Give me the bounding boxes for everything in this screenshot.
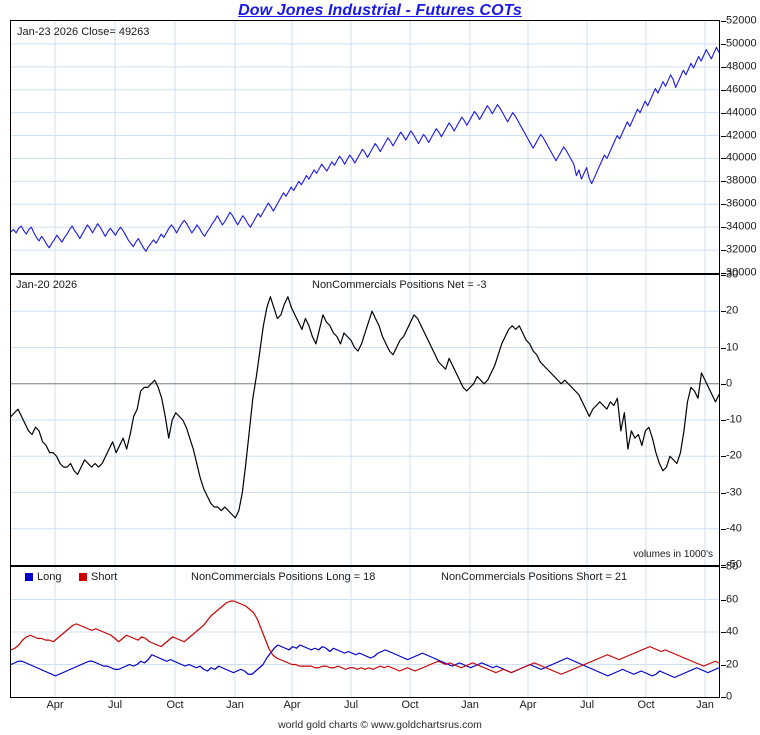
y-axis-tick-label: 40000 [726, 151, 757, 164]
x-axis-labels: Apr Jul Oct Jan Apr Jul Oct Jan Apr Jul Oct Jan [0, 700, 760, 718]
net-line-chart [11, 275, 719, 565]
price-plot-area [11, 21, 719, 273]
x-axis-tick-label: Jul [107, 699, 123, 711]
y-axis-tick-label: 42000 [726, 129, 757, 142]
y-axis-tick-mark [721, 632, 726, 633]
y-axis-tick-mark [721, 347, 726, 349]
x-axis-tick-label: Jan [696, 699, 714, 711]
y-axis-tick-label: -50 [726, 558, 742, 571]
y-axis-tick-mark [721, 250, 726, 252]
net-positions-panel: Jan-20 2026 NonCommercials Positions Net… [10, 274, 720, 566]
y-axis-tick-label: 30 [726, 268, 739, 281]
y-axis-tick-label: 52000 [726, 14, 757, 27]
price-subtitle: Jan-23 2026 Close= 49263 [17, 26, 150, 38]
x-axis-tick-label: Oct [401, 699, 419, 711]
y-axis-tick-label: 20 [726, 304, 739, 317]
y-axis-tick-label: 0 [726, 690, 733, 703]
x-axis-tick-label: Jul [579, 699, 595, 711]
y-axis-tick-label: 46000 [726, 83, 757, 96]
y-axis-tick-mark [721, 158, 726, 160]
y-axis-tick-mark [721, 273, 726, 274]
y-axis-tick-label: 30000 [726, 266, 757, 279]
y-axis-tick-mark [721, 599, 726, 601]
long-short-panel: Long Short NonCommercials Positions Long… [10, 566, 720, 698]
x-axis-tick-label: Jul [343, 699, 359, 711]
y-axis-tick-mark [721, 420, 726, 421]
long-color-swatch-icon [25, 573, 33, 581]
x-axis-tick-label: Jan [461, 699, 479, 711]
legend-label-short: Short [91, 571, 118, 583]
y-axis-tick-label: 80 [726, 560, 739, 573]
y-axis-tick-mark [721, 89, 726, 91]
y-axis-tick-label: 40 [726, 625, 739, 638]
y-axis-tick-label: -10 [726, 413, 742, 426]
y-axis-tick-mark [721, 275, 726, 276]
y-axis-tick-mark [721, 383, 726, 385]
y-axis-tick-label: 44000 [726, 106, 757, 119]
long-short-plot-area [11, 567, 719, 697]
y-axis-tick-label: 20 [726, 658, 739, 670]
y-axis-tick-label: 0 [726, 377, 733, 390]
y-axis-tick-label: 32000 [726, 243, 757, 256]
price-line-chart [11, 21, 719, 273]
x-axis-tick-label: Apr [519, 699, 537, 711]
y-axis-tick-mark [721, 492, 726, 494]
short-color-swatch-icon [79, 573, 87, 581]
short-positions-label: NonCommercials Positions Short = 21 [441, 571, 628, 583]
y-axis-tick-mark [721, 311, 726, 313]
y-axis-tick-mark [721, 664, 726, 666]
footer-credit: world gold charts © www.goldchartsrus.co… [278, 719, 482, 731]
net-positions-label: NonCommercials Positions Net = -3 [312, 279, 487, 291]
y-axis-tick-label: -30 [726, 486, 742, 498]
y-axis-tick-mark [721, 204, 726, 206]
page-title: Dow Jones Industrial - Futures COTs [238, 2, 522, 19]
long-positions-label: NonCommercials Positions Long = 18 [191, 571, 376, 583]
y-axis-tick-mark [721, 43, 726, 45]
y-axis-tick-label: -20 [726, 449, 742, 462]
price-panel: Jan-23 2026 Close= 49263 [10, 20, 720, 274]
y-axis-tick-mark [721, 567, 726, 568]
net-plot-area [11, 275, 719, 565]
y-axis-tick-label: 10 [726, 341, 739, 353]
y-axis-tick-mark [721, 565, 726, 566]
y-axis-tick-mark [721, 112, 726, 114]
y-axis-tick-label: 38000 [726, 174, 757, 187]
y-axis-tick-mark [721, 181, 726, 183]
y-axis-tick-label: 34000 [726, 220, 757, 233]
volume-units-note: volumes in 1000's [633, 549, 713, 560]
y-axis-tick-label: -40 [726, 522, 742, 535]
y-axis-tick-mark [721, 135, 726, 137]
y-axis-tick-mark [721, 66, 726, 68]
x-axis-tick-label: Jan [226, 699, 244, 711]
x-axis-tick-label: Apr [283, 699, 301, 711]
y-axis-tick-mark [721, 227, 726, 229]
legend-label-long: Long [37, 571, 62, 583]
y-axis-tick-label: 60 [726, 593, 739, 605]
y-axis-tick-label: 48000 [726, 60, 757, 73]
net-date-label: Jan-20 2026 [16, 279, 78, 291]
x-axis-tick-label: Oct [166, 699, 184, 711]
x-axis-tick-label: Oct [637, 699, 655, 711]
y-axis-tick-label: 36000 [726, 197, 757, 210]
long-short-line-chart [11, 567, 719, 697]
y-axis-tick-mark [721, 697, 726, 698]
y-axis-tick-mark [721, 21, 726, 22]
y-axis-tick-mark [721, 528, 726, 530]
x-axis-tick-label: Apr [46, 699, 64, 711]
legend-item-long: Long [25, 572, 61, 583]
y-axis-tick-mark [721, 456, 726, 458]
y-axis-tick-label: 50000 [726, 37, 757, 50]
legend-item-short: Short [79, 572, 117, 583]
